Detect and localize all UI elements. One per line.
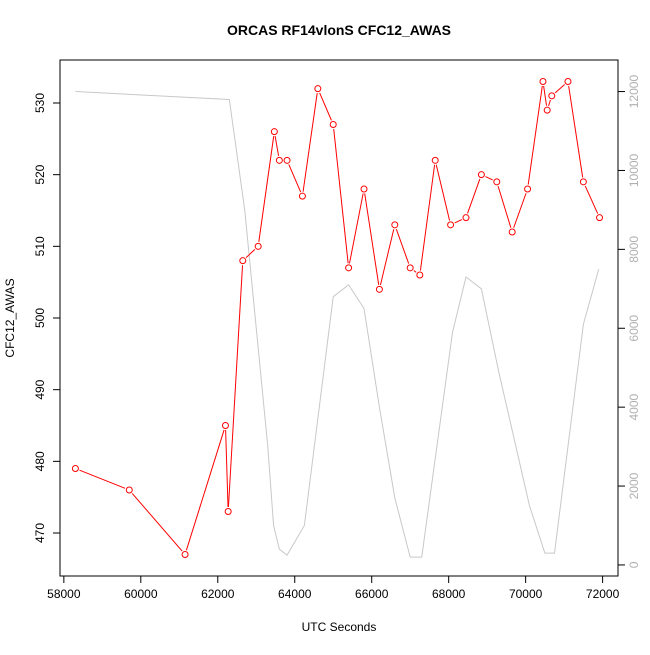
y-tick-label: 510 [33, 236, 47, 256]
series-segment [227, 265, 244, 508]
data-point [283, 156, 291, 164]
series-segment [454, 219, 463, 224]
data-point [462, 214, 470, 222]
series-segment [245, 249, 256, 258]
data-point [564, 78, 572, 85]
series-segment [527, 85, 543, 185]
data-point [345, 264, 353, 272]
y2-tick-label: 0 [627, 561, 641, 568]
data-point [221, 422, 229, 429]
series-segment [485, 176, 493, 181]
series-segment [185, 429, 225, 551]
y-tick-label: 470 [33, 523, 47, 543]
data-point [406, 264, 414, 272]
data-point [270, 128, 278, 136]
x-tick-label: 64000 [278, 587, 312, 601]
series-segment [419, 164, 436, 271]
y-tick-label: 520 [33, 164, 47, 184]
y-tick-label: 530 [33, 93, 47, 113]
data-point [548, 92, 556, 100]
x-axis-label: UTC Seconds [302, 620, 377, 634]
data-point [579, 178, 587, 186]
data-point [431, 156, 439, 164]
y2-tick-label: 12000 [627, 75, 641, 109]
data-point [224, 508, 232, 515]
series-segment [302, 93, 318, 192]
series-segment [413, 270, 417, 273]
x-tick-label: 58000 [47, 587, 81, 601]
data-point [275, 156, 283, 164]
x-tick-label: 62000 [201, 587, 235, 601]
data-point [298, 192, 306, 200]
x-tick-label: 60000 [124, 587, 158, 601]
series-segment [348, 193, 364, 264]
data-point [71, 465, 79, 472]
series-segment [319, 92, 332, 121]
series-segment [584, 185, 599, 214]
y-tick-label: 480 [33, 451, 47, 471]
data-point [508, 228, 516, 236]
series-segment [568, 85, 584, 178]
data-point [360, 185, 368, 193]
y2-tick-label: 10000 [627, 153, 641, 187]
y2-tick-label: 2000 [627, 472, 641, 499]
x-tick-label: 72000 [586, 587, 620, 601]
series-segment [435, 164, 451, 221]
data-point [314, 85, 322, 93]
data-point [524, 185, 532, 193]
data-point [254, 242, 262, 250]
data-point [447, 221, 455, 229]
series-segment [258, 136, 275, 242]
axes-group: 58000 60000 62000 64000 66000 68000 70000 72000… [33, 75, 641, 601]
y2-tick-label: 8000 [627, 236, 641, 263]
data-point [391, 221, 399, 229]
secondary-series-line [75, 91, 600, 558]
data-point [477, 171, 485, 179]
series-segment [548, 99, 551, 107]
data-point [125, 486, 133, 494]
y2-tick-label: 4000 [627, 393, 641, 420]
series-segment [79, 469, 126, 489]
y2-tick-label: 6000 [627, 315, 641, 342]
data-point [596, 214, 604, 222]
y-tick-label: 490 [33, 379, 47, 399]
x-tick-label: 66000 [355, 587, 389, 601]
y-axis-label: CFC12_AWAS [3, 278, 17, 357]
data-point [493, 178, 501, 186]
series-segment [225, 429, 229, 508]
series-segment [554, 84, 565, 94]
y-tick-label: 500 [33, 308, 47, 328]
series-segment [467, 178, 481, 214]
data-point [416, 271, 424, 279]
series-segment [364, 193, 380, 285]
data-point [181, 551, 189, 558]
series-segment [497, 185, 512, 228]
x-tick-label: 68000 [432, 587, 466, 601]
series-segment [131, 493, 183, 552]
series-group [71, 78, 604, 558]
data-point [539, 78, 547, 85]
data-point [329, 121, 337, 128]
series-segment [333, 128, 349, 264]
series-segment [288, 164, 302, 193]
data-point [239, 257, 247, 265]
series-segment [379, 229, 395, 286]
series-segment [274, 136, 280, 156]
series-segment [395, 228, 410, 264]
data-point [543, 106, 551, 114]
series-segment [543, 85, 548, 106]
plot-frame [59, 59, 619, 577]
x-tick-label: 70000 [509, 587, 543, 601]
series-segment [513, 193, 527, 228]
chart-title: ORCAS RF14vlonS CFC12_AWAS [227, 22, 451, 38]
data-point [375, 285, 383, 293]
